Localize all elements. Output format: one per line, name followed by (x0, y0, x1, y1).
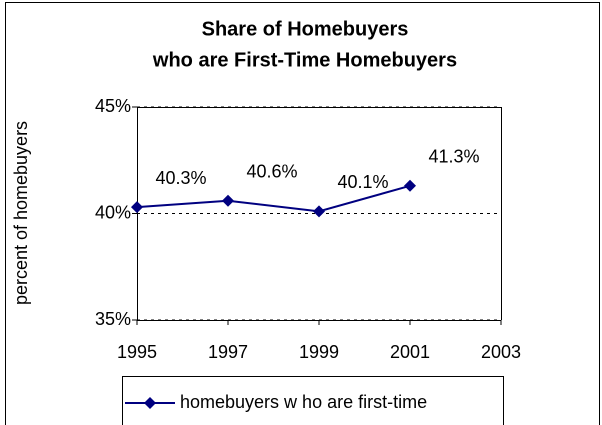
y-tick-label: 40% (95, 202, 131, 222)
chart-title: who are First-Time Homebuyers (152, 49, 457, 71)
x-tick-label: 2001 (390, 342, 430, 362)
x-tick-label: 1999 (299, 342, 339, 362)
y-tick-label: 45% (95, 96, 131, 116)
x-tick-label: 1997 (208, 342, 248, 362)
data-point (313, 205, 325, 218)
x-tick-label: 1995 (117, 342, 157, 362)
data-point (131, 201, 143, 214)
x-tick-label: 2003 (481, 342, 521, 362)
series-line (136, 184, 411, 213)
chart-title: Share of Homebuyers (202, 18, 409, 40)
legend (122, 376, 504, 425)
data-point (222, 194, 234, 207)
chart-border (5, 2, 600, 425)
legend-marker (144, 397, 156, 409)
y-tick-label: 35% (95, 309, 131, 329)
data-label: 41.3% (428, 147, 479, 167)
y-axis-label: percent of homebuyers (11, 121, 31, 305)
data-label: 40.6% (246, 161, 297, 181)
data-label: 40.3% (155, 168, 206, 188)
data-point (404, 179, 416, 192)
data-label: 40.1% (337, 172, 388, 192)
legend-label: homebuyers w ho are first-time (180, 392, 427, 412)
